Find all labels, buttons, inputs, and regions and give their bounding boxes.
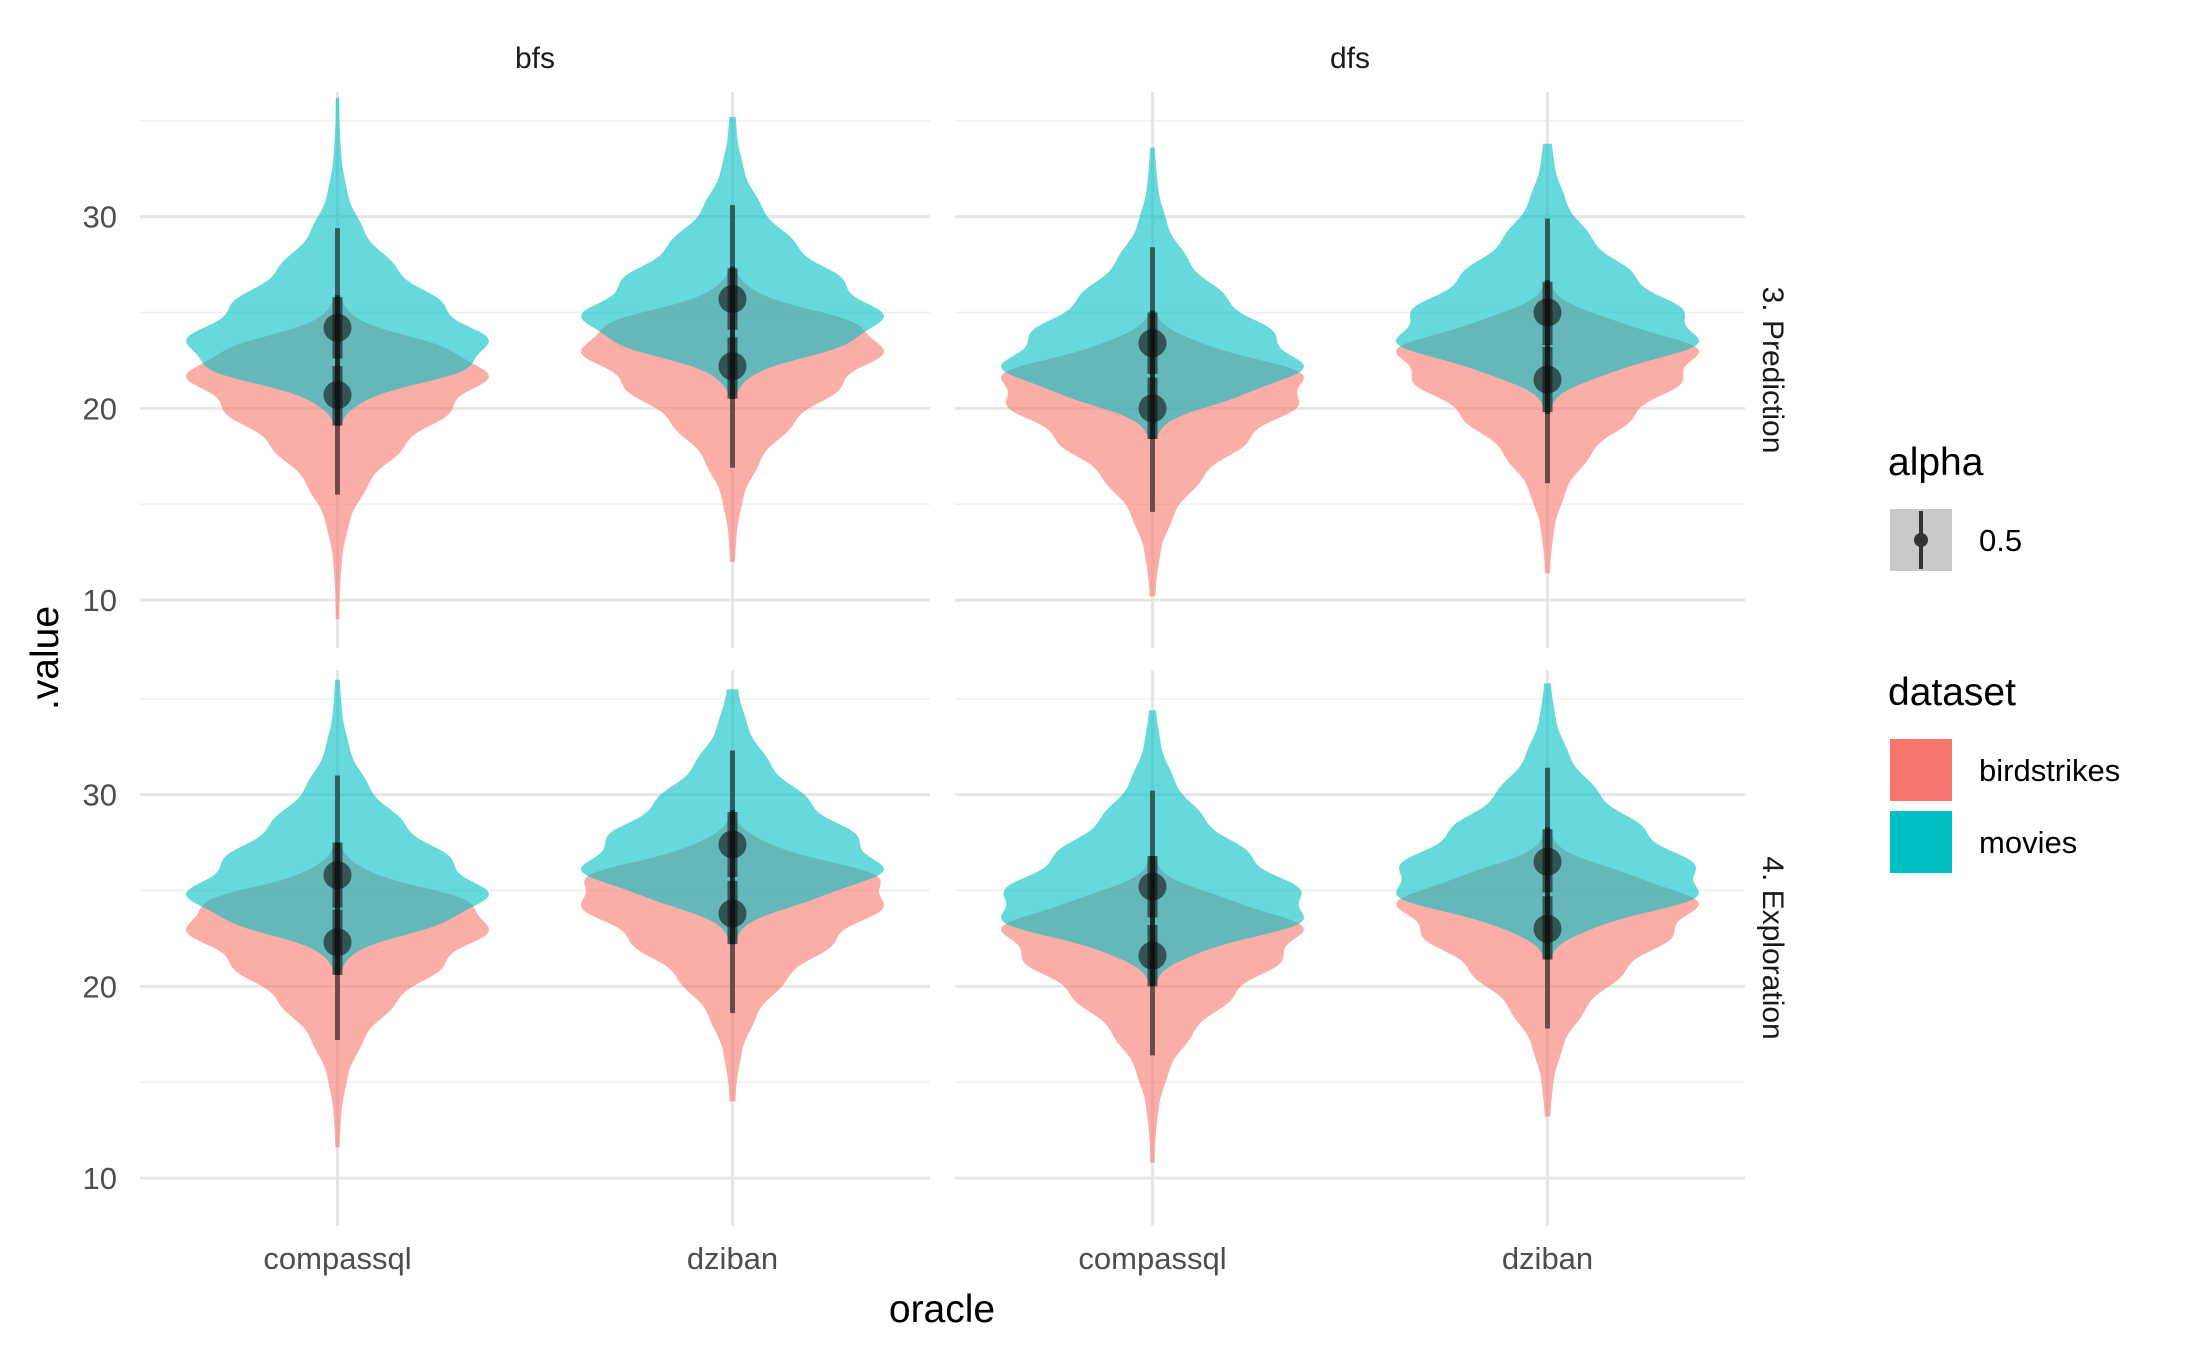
legend-swatch-movies [1890, 811, 1952, 873]
y-tick-label: 30 [83, 200, 117, 235]
y-tick-label: 30 [83, 778, 117, 813]
legend: alpha 0.5 dataset birdstrikes movies [1888, 441, 2120, 873]
legend-alpha-title: alpha [1888, 441, 1984, 484]
legend-alpha-label: 0.5 [1979, 523, 2022, 558]
y-tick-label: 10 [83, 583, 117, 618]
median-point [718, 830, 747, 859]
facet-col-label: dfs [1330, 42, 1370, 75]
x-tick-label: compassql [263, 1241, 411, 1276]
median-point [323, 313, 352, 342]
x-tick-label: dziban [1502, 1241, 1593, 1276]
y-tick-label: 10 [83, 1161, 117, 1196]
facet-row-label: 4. Exploration [1756, 856, 1789, 1039]
median-point [1138, 872, 1167, 901]
legend-swatch-birdstrikes [1890, 739, 1952, 801]
facet-strips: bfs dfs 3. Prediction 4. Exploration [515, 42, 1789, 1040]
legend-alpha-point [1914, 533, 1928, 547]
median-point [718, 285, 747, 314]
legend-label-movies: movies [1979, 825, 2077, 860]
median-point [1533, 847, 1562, 876]
facet-row-label: 3. Prediction [1756, 287, 1789, 454]
legend-dataset-title: dataset [1888, 671, 2016, 714]
y-tick-label: 20 [83, 391, 117, 426]
y-axis-title: .value [24, 606, 67, 710]
median-point [1138, 329, 1167, 358]
x-tick-label: compassql [1078, 1241, 1226, 1276]
facet-col-label: bfs [515, 42, 555, 75]
x-axis-title: oracle [889, 1288, 995, 1331]
x-tick-label: dziban [687, 1241, 778, 1276]
point-intervals [323, 205, 1562, 1056]
y-tick-labels: 10 20 30 10 20 30 [83, 200, 117, 1196]
median-point [323, 861, 352, 890]
median-point [1533, 298, 1562, 327]
x-tick-labels: compassql dziban compassql dziban [263, 1241, 1593, 1276]
y-tick-label: 20 [83, 969, 117, 1004]
legend-label-birdstrikes: birdstrikes [1979, 753, 2120, 788]
violins [186, 97, 1699, 1163]
